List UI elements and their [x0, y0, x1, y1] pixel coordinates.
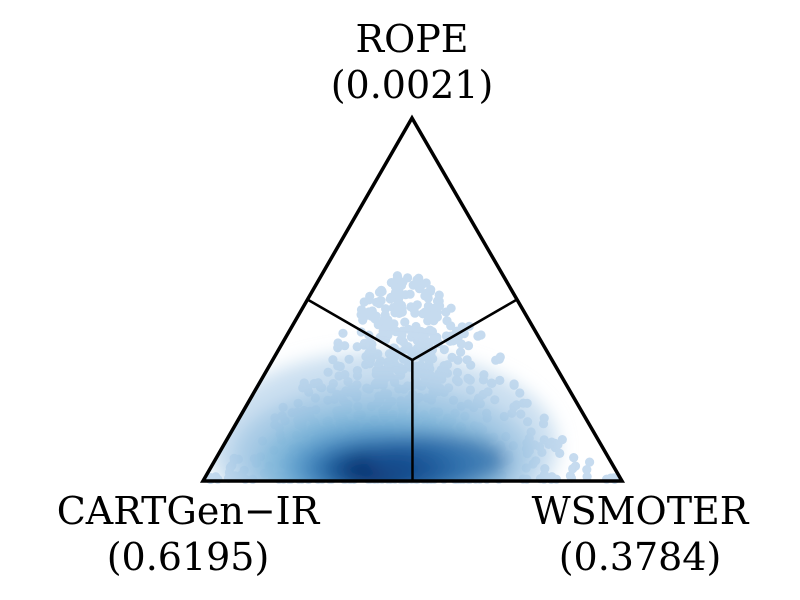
scatter-point [446, 303, 456, 313]
vertex-name-rope: ROPE [355, 17, 469, 61]
vertex-label-top: ROPE (0.0021) [312, 16, 512, 108]
scatter-point [340, 341, 350, 351]
scatter-point [423, 293, 433, 303]
scatter-point [410, 325, 420, 335]
scatter-point [365, 291, 375, 301]
scatter-point [425, 337, 435, 347]
scatter-point [400, 317, 410, 327]
scatter-point [393, 302, 403, 312]
scatter-point [377, 286, 387, 297]
vertex-name-cartgen-ir: CARTGen−IR [56, 489, 320, 533]
scatter-point [425, 325, 435, 335]
vertex-name-wsmoter: WSMOTER [531, 489, 749, 533]
scatter-point [494, 354, 504, 364]
scatter-point [446, 321, 456, 331]
region-boundaries [306, 298, 518, 482]
scatter-point [356, 310, 366, 320]
scatter-point [403, 273, 413, 283]
scatter-point [390, 287, 401, 297]
boundary-line-right [411, 298, 518, 362]
scatter-point [385, 294, 395, 304]
scatter-point [396, 280, 407, 291]
scatter-point [429, 303, 439, 313]
scatter-point [405, 289, 415, 299]
scatter-point [338, 328, 348, 338]
scatter-point [439, 345, 449, 355]
scatter-point [473, 331, 483, 341]
scatter-point [456, 347, 466, 357]
scatter-point [453, 335, 463, 345]
scatter-point [568, 464, 578, 474]
scatter-point [417, 339, 427, 349]
scatter-point [410, 308, 420, 318]
scatter-point [380, 323, 390, 333]
scatter-point [373, 320, 383, 330]
scatter-point [352, 342, 362, 352]
density-shading [208, 351, 559, 481]
density-lobe-right [368, 434, 509, 481]
scatter-point [398, 337, 408, 347]
scatter-point [415, 281, 425, 291]
scatter-point [383, 330, 393, 340]
ternary-triangle-outline [199, 114, 626, 483]
scatter-point [389, 319, 399, 329]
vertex-label-bottom-left: CARTGen−IR (0.6195) [40, 488, 336, 580]
scatter-point [557, 435, 567, 445]
scatter-point [364, 307, 374, 317]
vertex-label-bottom-right: WSMOTER (0.3784) [510, 488, 770, 580]
scatter-point [463, 341, 474, 351]
scatter-point [585, 457, 595, 467]
vertex-share-cartgen-ir: (0.6195) [106, 535, 270, 579]
boundary-line-left [306, 298, 413, 362]
scatter-point [432, 296, 443, 306]
scatter-point [380, 310, 390, 320]
scatter-point [371, 311, 381, 321]
scatter-point [569, 453, 579, 463]
vertex-share-rope: (0.0021) [330, 63, 494, 107]
scatter-point [582, 472, 592, 482]
scatter-point [582, 465, 592, 475]
scatter-point [333, 343, 343, 353]
scatter-point [423, 316, 433, 326]
vertex-share-wsmoter: (0.3784) [558, 535, 722, 579]
scatter-point [376, 296, 386, 306]
